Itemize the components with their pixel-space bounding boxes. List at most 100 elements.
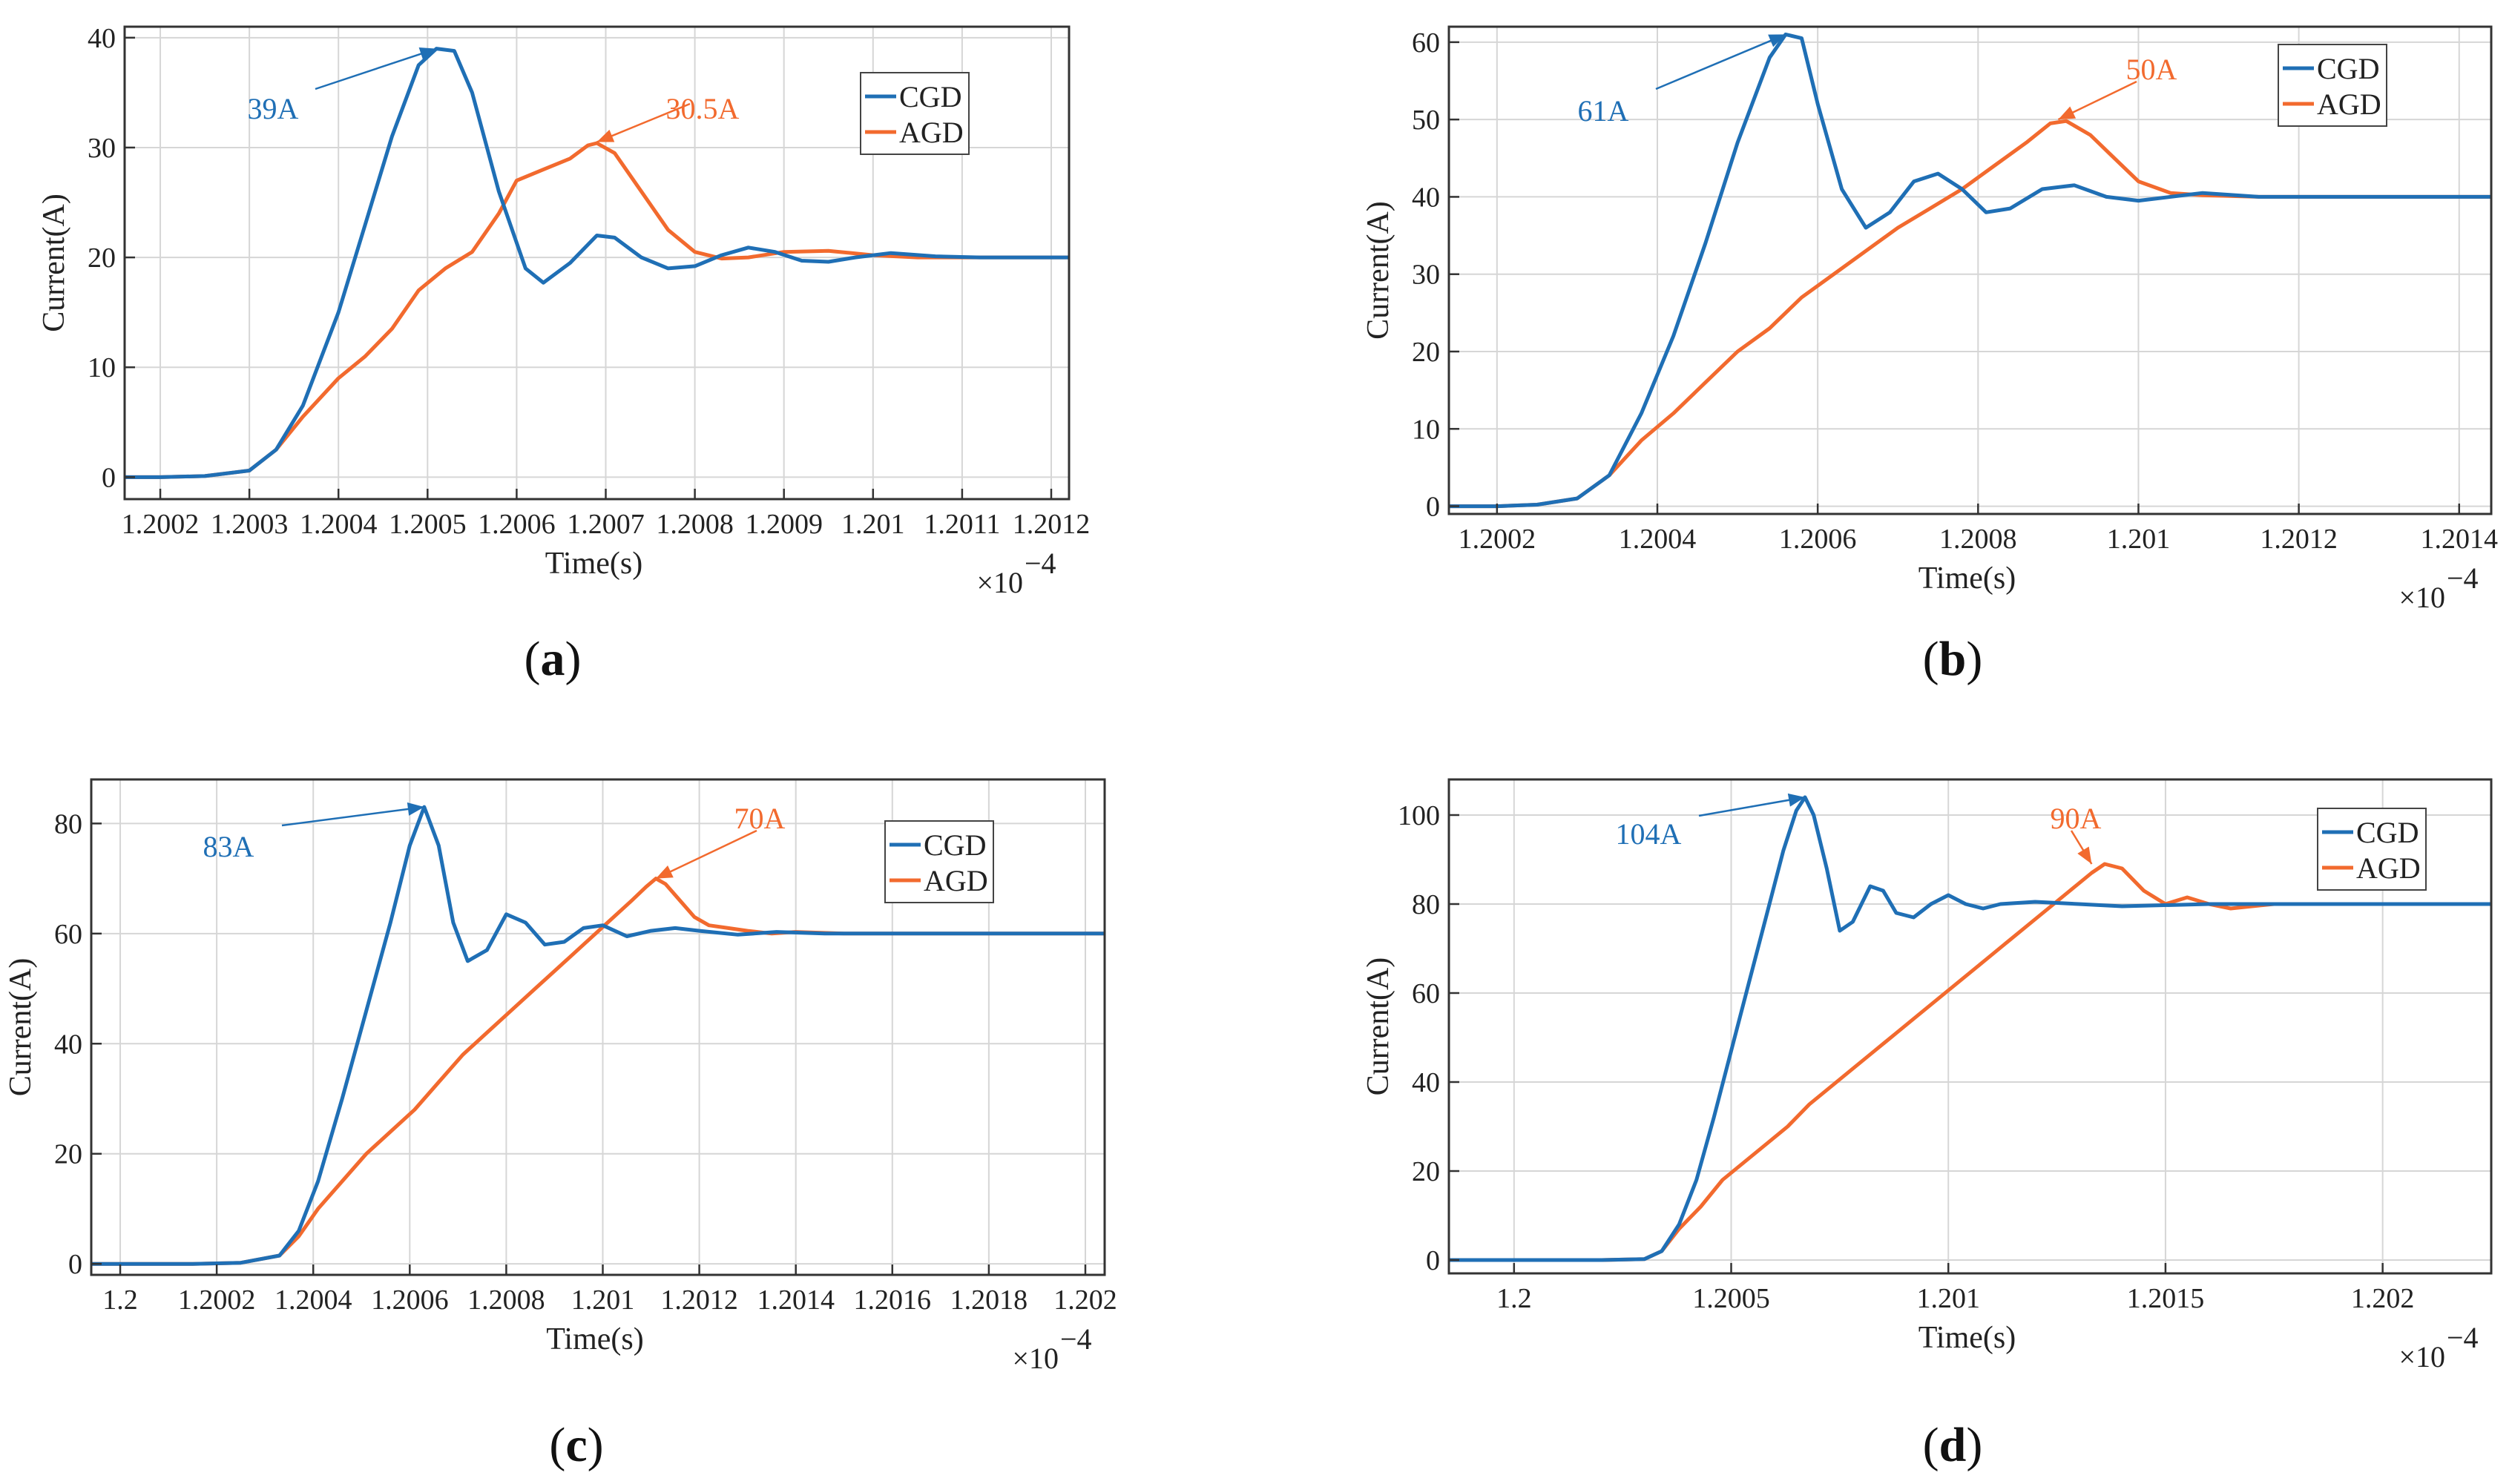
panel-close-paren: ) bbox=[565, 632, 582, 686]
y-tick-label: 0 bbox=[102, 462, 116, 493]
panel-label-b: (b) bbox=[1923, 632, 1983, 686]
y-tick-label: 40 bbox=[1412, 182, 1440, 213]
y-tick-label: 0 bbox=[1426, 492, 1440, 523]
x-tick-label: 1.2012 bbox=[2260, 524, 2338, 555]
y-tick-label: 80 bbox=[54, 808, 82, 840]
x-tick-label: 1.201 bbox=[841, 509, 905, 540]
x-tick-label: 1.2004 bbox=[1619, 524, 1697, 555]
annotation-label: 104A bbox=[1616, 817, 1682, 851]
y-axis-label: Current(A) bbox=[37, 194, 71, 332]
panel-letter: b bbox=[1939, 632, 1967, 686]
x-tick-label: 1.2008 bbox=[1939, 524, 2017, 555]
panel-label-c: (c) bbox=[549, 1418, 603, 1472]
legend-label-agd: AGD bbox=[2317, 88, 2381, 121]
y-tick-label: 50 bbox=[1412, 105, 1440, 136]
legend-box bbox=[2278, 44, 2387, 127]
annotation-arrowhead bbox=[407, 802, 424, 816]
legend-box bbox=[884, 820, 994, 903]
x-exponent-power: −4 bbox=[1025, 547, 1056, 580]
chart-panel-c: 1.2 1.2002 1.2004 1.2006 1.2008 1.201 1.2012 1.… bbox=[4, 778, 1117, 1375]
annotation-arrowhead bbox=[1768, 34, 1786, 47]
annotation-label: 50A bbox=[2126, 53, 2177, 86]
x-tick-label: 1.2002 bbox=[1459, 524, 1536, 555]
x-tick-label: 1.201 bbox=[571, 1285, 635, 1316]
panel-open-paren: ( bbox=[525, 632, 541, 686]
y-tick-label: 60 bbox=[1412, 978, 1440, 1009]
annotation-arrowhead bbox=[596, 129, 615, 142]
y-tick-label: 0 bbox=[1426, 1245, 1440, 1276]
series-line-agd bbox=[91, 877, 1105, 1266]
y-tick-label: 40 bbox=[88, 23, 116, 54]
x-exponent-label: ×10 bbox=[1012, 1342, 1059, 1375]
x-tick-label: 1.2 bbox=[1496, 1283, 1532, 1314]
x-tick-label: 1.2006 bbox=[1779, 524, 1857, 555]
axes-frame bbox=[123, 25, 1071, 501]
x-exponent-power: −4 bbox=[2447, 561, 2479, 595]
x-tick-label: 1.2005 bbox=[389, 509, 467, 540]
y-tick-label: 20 bbox=[88, 243, 116, 274]
x-tick-label: 1.2008 bbox=[656, 509, 734, 540]
panel-open-paren: ( bbox=[1923, 632, 1939, 686]
x-exponent-power: −4 bbox=[1060, 1322, 1092, 1356]
panel-open-paren: ( bbox=[1923, 1418, 1939, 1472]
y-tick-label: 20 bbox=[1412, 337, 1440, 368]
x-tick-label: 1.2003 bbox=[211, 509, 289, 540]
axes-frame bbox=[1447, 778, 2493, 1275]
x-tick-label: 1.2007 bbox=[567, 509, 645, 540]
legend-label-agd: AGD bbox=[899, 116, 964, 149]
annotation-arrow-line bbox=[596, 102, 691, 143]
x-axis-label: Time(s) bbox=[1918, 561, 2016, 596]
y-axis-label: Current(A) bbox=[1361, 957, 1395, 1096]
annotation-arrow-line bbox=[1655, 33, 1786, 90]
legend-label-cgd: CGD bbox=[899, 80, 961, 113]
y-tick-label: 30 bbox=[88, 133, 116, 164]
x-tick-label: 1.2014 bbox=[757, 1285, 835, 1316]
x-tick-label: 1.2015 bbox=[2127, 1283, 2205, 1314]
x-tick-label: 1.2006 bbox=[371, 1285, 449, 1316]
x-tick-label: 1.2006 bbox=[478, 509, 556, 540]
panel-close-paren: ) bbox=[588, 1418, 604, 1472]
annotation-arrowhead bbox=[2077, 846, 2092, 864]
x-axis-label: Time(s) bbox=[545, 547, 642, 581]
y-tick-label: 80 bbox=[1412, 889, 1440, 920]
x-tick-label: 1.2004 bbox=[300, 509, 378, 540]
x-axis-label: Time(s) bbox=[1918, 1321, 2016, 1355]
annotation-arrowhead bbox=[656, 865, 674, 879]
series-line-agd bbox=[1449, 862, 2491, 1262]
x-tick-label: 1.201 bbox=[1916, 1283, 1980, 1314]
x-tick-label: 1.2009 bbox=[745, 509, 823, 540]
panel-close-paren: ) bbox=[1966, 632, 1982, 686]
legend-label-agd: AGD bbox=[2356, 851, 2421, 885]
annotation-arrow-line bbox=[281, 805, 424, 827]
x-tick-label: 1.2018 bbox=[950, 1285, 1028, 1316]
panel-letter: c bbox=[565, 1418, 587, 1472]
x-tick-label: 1.2014 bbox=[2421, 524, 2499, 555]
x-exponent-label: ×10 bbox=[2398, 581, 2445, 614]
annotation-arrow-line bbox=[655, 829, 757, 880]
panel-close-paren: ) bbox=[1966, 1418, 1982, 1472]
annotation-label: 90A bbox=[2051, 802, 2102, 835]
legend-label-cgd: CGD bbox=[2317, 52, 2379, 85]
x-tick-label: 1.202 bbox=[1053, 1285, 1117, 1316]
x-axis-label: Time(s) bbox=[546, 1322, 643, 1356]
x-tick-label: 1.2012 bbox=[660, 1285, 738, 1316]
panel-open-paren: ( bbox=[549, 1418, 565, 1472]
y-tick-label: 20 bbox=[54, 1139, 82, 1170]
annotation-label: 83A bbox=[203, 830, 254, 863]
chart-panel-a: 1.2002 1.2003 1.2004 1.2005 1.2006 1.2007 1.20… bbox=[37, 23, 1090, 599]
x-tick-label: 1.2002 bbox=[178, 1285, 256, 1316]
y-axis-label: Current(A) bbox=[1361, 201, 1395, 340]
x-tick-label: 1.2 bbox=[102, 1285, 138, 1316]
x-exponent-label: ×10 bbox=[2398, 1340, 2445, 1373]
annotation-label: 61A bbox=[1578, 94, 1629, 128]
series-line-cgd bbox=[1449, 32, 2491, 509]
annotation-arrow-line bbox=[1698, 796, 1806, 817]
legend-box bbox=[860, 72, 970, 155]
x-tick-label: 1.2012 bbox=[1013, 509, 1091, 540]
annotation-label: 39A bbox=[248, 92, 299, 125]
annotation-arrowhead bbox=[2058, 106, 2077, 120]
series-line-cgd bbox=[91, 805, 1105, 1266]
y-tick-label: 40 bbox=[54, 1029, 82, 1060]
y-tick-label: 20 bbox=[1412, 1156, 1440, 1187]
